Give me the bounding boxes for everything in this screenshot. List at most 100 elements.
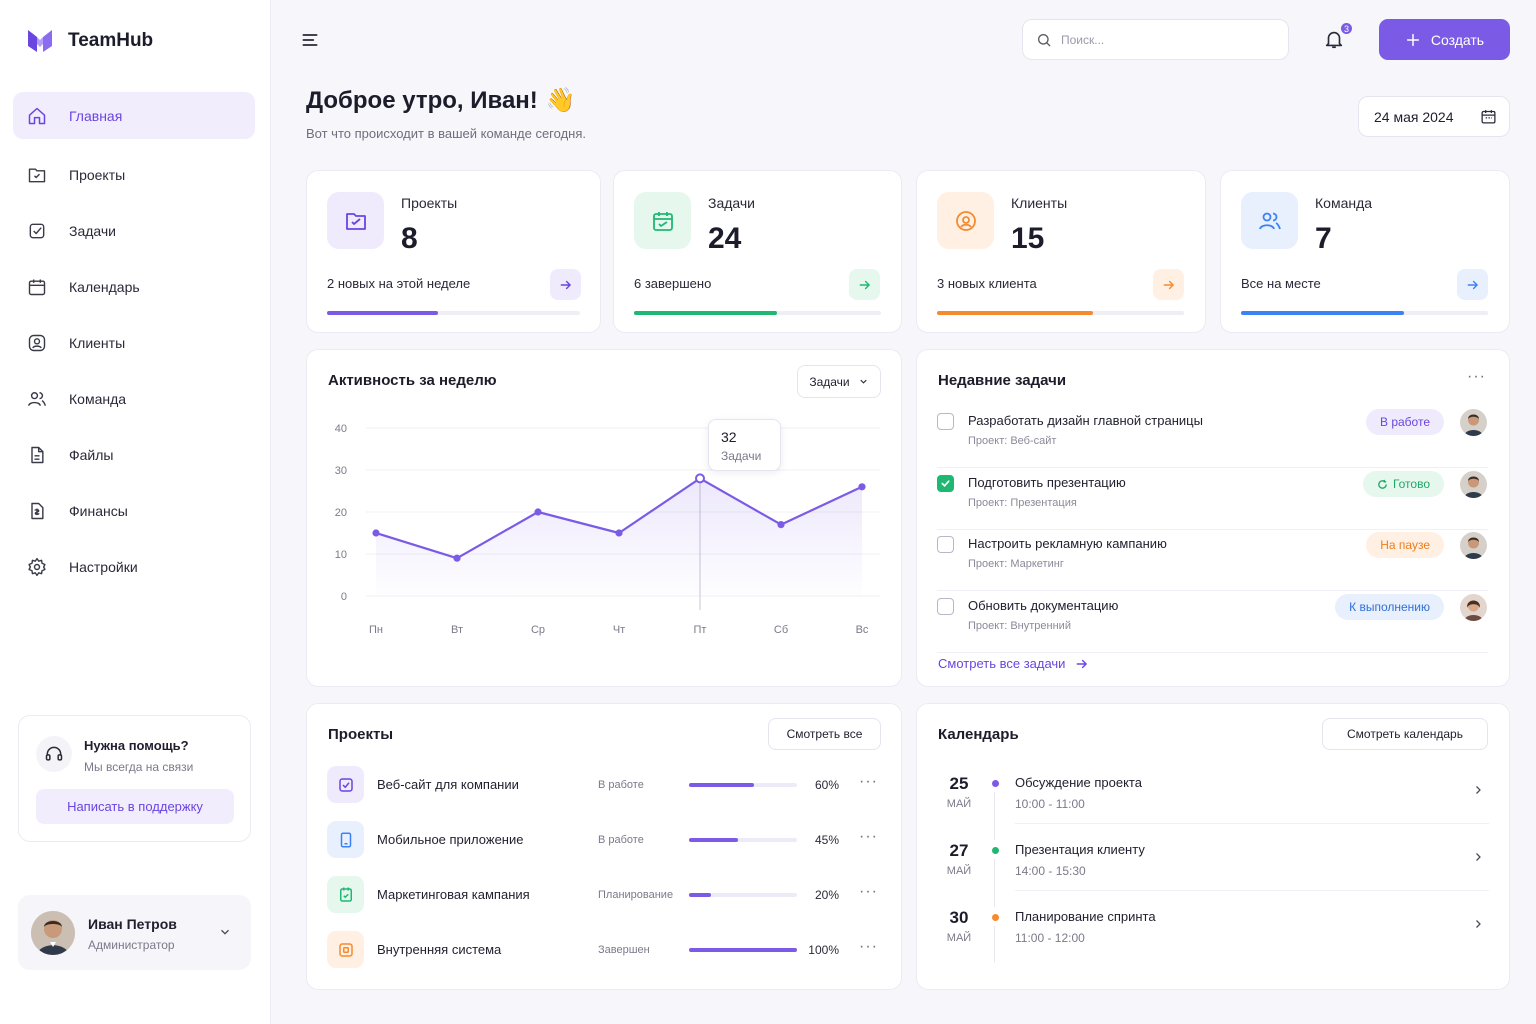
task-title: Подготовить презентацию <box>968 475 1126 490</box>
arrow-right-icon[interactable] <box>1153 269 1184 300</box>
calendar-event[interactable]: 25 МАЙ Обсуждение проекта 10:00 - 11:00 <box>937 770 1489 840</box>
sidebar-item-calendar[interactable]: Календарь <box>13 263 255 310</box>
date-picker[interactable]: 24 мая 2024 <box>1358 96 1510 137</box>
tooltip-label: Задачи <box>721 449 762 463</box>
project-progress <box>689 783 797 787</box>
arrow-right-icon[interactable] <box>1457 269 1488 300</box>
more-icon[interactable]: ··· <box>1467 368 1486 385</box>
project-progress <box>689 893 797 897</box>
sidebar-item-finance[interactable]: Финансы <box>13 487 255 534</box>
sidebar-item-label: Проекты <box>69 166 126 183</box>
menu-icon[interactable] <box>300 30 320 50</box>
bell-icon[interactable] <box>1323 28 1345 50</box>
recent-tasks-title: Недавние задачи <box>938 372 1067 389</box>
more-icon[interactable]: ··· <box>859 773 878 790</box>
stat-label: Команда <box>1315 195 1373 211</box>
task-project: Проект: Веб-сайт <box>968 435 1057 447</box>
contact-support-button[interactable]: Написать в поддержку <box>36 789 234 824</box>
x-tick-label: Ср <box>531 624 545 636</box>
chevron-right-icon[interactable] <box>1472 918 1484 930</box>
create-button[interactable]: Создать <box>1379 19 1510 60</box>
event-title: Планирование спринта <box>1015 909 1156 924</box>
sidebar-item-projects[interactable]: Проекты <box>13 151 255 198</box>
project-progress-fill <box>689 838 738 842</box>
status-text: Готово <box>1392 477 1430 491</box>
sidebar-item-clients[interactable]: Клиенты <box>13 319 255 366</box>
stat-progress <box>1241 311 1488 315</box>
sidebar-item-home[interactable]: Главная <box>13 92 255 139</box>
tasks-stat-icon <box>634 192 691 249</box>
event-time: 10:00 - 11:00 <box>1015 797 1085 811</box>
task-row[interactable]: Разработать дизайн главной страницы Прое… <box>937 406 1488 468</box>
x-tick-label: Чт <box>613 624 625 636</box>
arrow-right-icon[interactable] <box>849 269 880 300</box>
project-status: Планирование <box>598 889 674 901</box>
sidebar-item-label: Настройки <box>69 558 138 575</box>
sidebar-item-files[interactable]: Файлы <box>13 431 255 478</box>
project-row[interactable]: Внутренняя система Завершен 100% ··· <box>327 931 887 969</box>
stat-card-team[interactable]: Команда 7 Все на месте <box>1220 170 1510 333</box>
task-checkbox[interactable] <box>937 598 954 615</box>
task-row[interactable]: Обновить документацию Проект: Внутренний… <box>937 591 1488 653</box>
stat-card-clients[interactable]: Клиенты 15 3 новых клиента <box>916 170 1206 333</box>
help-subtitle: Мы всегда на связи <box>84 760 194 774</box>
task-checkbox[interactable] <box>937 413 954 430</box>
stat-progress <box>937 311 1184 315</box>
view-all-tasks-link[interactable]: Смотреть все задачи <box>938 656 1089 671</box>
stat-value: 24 <box>708 222 742 255</box>
calendar-event[interactable]: 30 МАЙ Планирование спринта 11:00 - 12:0… <box>937 904 1488 971</box>
file-icon <box>31 446 44 463</box>
task-project: Проект: Маркетинг <box>968 558 1064 570</box>
y-tick-label: 0 <box>341 591 347 603</box>
project-row[interactable]: Мобильное приложение В работе 45% ··· <box>327 821 887 859</box>
event-time: 14:00 - 15:30 <box>1015 864 1086 878</box>
project-row[interactable]: Веб-сайт для компании В работе 60% ··· <box>327 766 887 804</box>
more-icon[interactable]: ··· <box>859 828 878 845</box>
search-input[interactable]: Поиск... <box>1022 19 1289 60</box>
chevron-right-icon[interactable] <box>1472 784 1484 796</box>
stat-card-projects[interactable]: Проекты 8 2 новых на этой неделе <box>306 170 601 333</box>
event-month: МАЙ <box>946 865 972 877</box>
chevron-down-icon[interactable] <box>218 925 232 939</box>
sidebar-item-tasks[interactable]: Задачи <box>13 207 255 254</box>
stat-progress-fill <box>1241 311 1405 315</box>
view-all-projects-button[interactable]: Смотреть все <box>768 718 881 750</box>
stat-note: 2 новых на этой неделе <box>327 276 471 291</box>
stat-progress <box>327 311 580 315</box>
project-progress <box>689 948 797 952</box>
task-checkbox[interactable] <box>937 475 954 492</box>
calendar-title: Календарь <box>938 726 1019 743</box>
project-progress-fill <box>689 948 797 952</box>
app-logo[interactable]: TeamHub <box>26 28 153 54</box>
y-tick-label: 30 <box>335 465 347 477</box>
chevron-right-icon[interactable] <box>1472 851 1484 863</box>
event-title: Обсуждение проекта <box>1015 775 1142 790</box>
stat-label: Проекты <box>401 195 458 211</box>
activity-card: Активность за неделю Задачи 0 10 20 30 40 Пн… <box>306 349 902 687</box>
sidebar-item-team[interactable]: Команда <box>13 375 255 422</box>
y-tick-label: 10 <box>335 549 347 561</box>
task-checkbox[interactable] <box>937 536 954 553</box>
stat-card-tasks[interactable]: Задачи 24 6 завершено <box>613 170 902 333</box>
activity-filter-dropdown[interactable]: Задачи <box>797 365 881 398</box>
date-value: 24 мая 2024 <box>1374 108 1454 125</box>
project-row[interactable]: Маркетинговая кампания Планирование 20% … <box>327 876 887 914</box>
more-icon[interactable]: ··· <box>859 883 878 900</box>
event-dot <box>992 914 999 921</box>
stat-note: 3 новых клиента <box>937 276 1037 291</box>
series-area <box>376 478 862 596</box>
stat-note: Все на месте <box>1241 276 1321 291</box>
task-title: Настроить рекламную кампанию <box>968 536 1167 551</box>
check-icon <box>941 480 950 487</box>
task-row[interactable]: Подготовить презентацию Проект: Презента… <box>937 468 1488 530</box>
arrow-right-icon[interactable] <box>550 269 581 300</box>
task-row[interactable]: Настроить рекламную кампанию Проект: Мар… <box>937 529 1488 591</box>
task-title: Обновить документацию <box>968 598 1119 613</box>
calendar-event[interactable]: 27 МАЙ Презентация клиенту 14:00 - 15:30 <box>937 837 1489 907</box>
project-name: Веб-сайт для компании <box>377 777 519 792</box>
more-icon[interactable]: ··· <box>859 938 878 955</box>
sidebar-item-settings[interactable]: Настройки <box>13 543 255 590</box>
user-profile[interactable]: Иван Петров Администратор <box>18 895 251 970</box>
view-calendar-button[interactable]: Смотреть календарь <box>1322 718 1488 750</box>
activity-title: Активность за неделю <box>328 372 497 389</box>
